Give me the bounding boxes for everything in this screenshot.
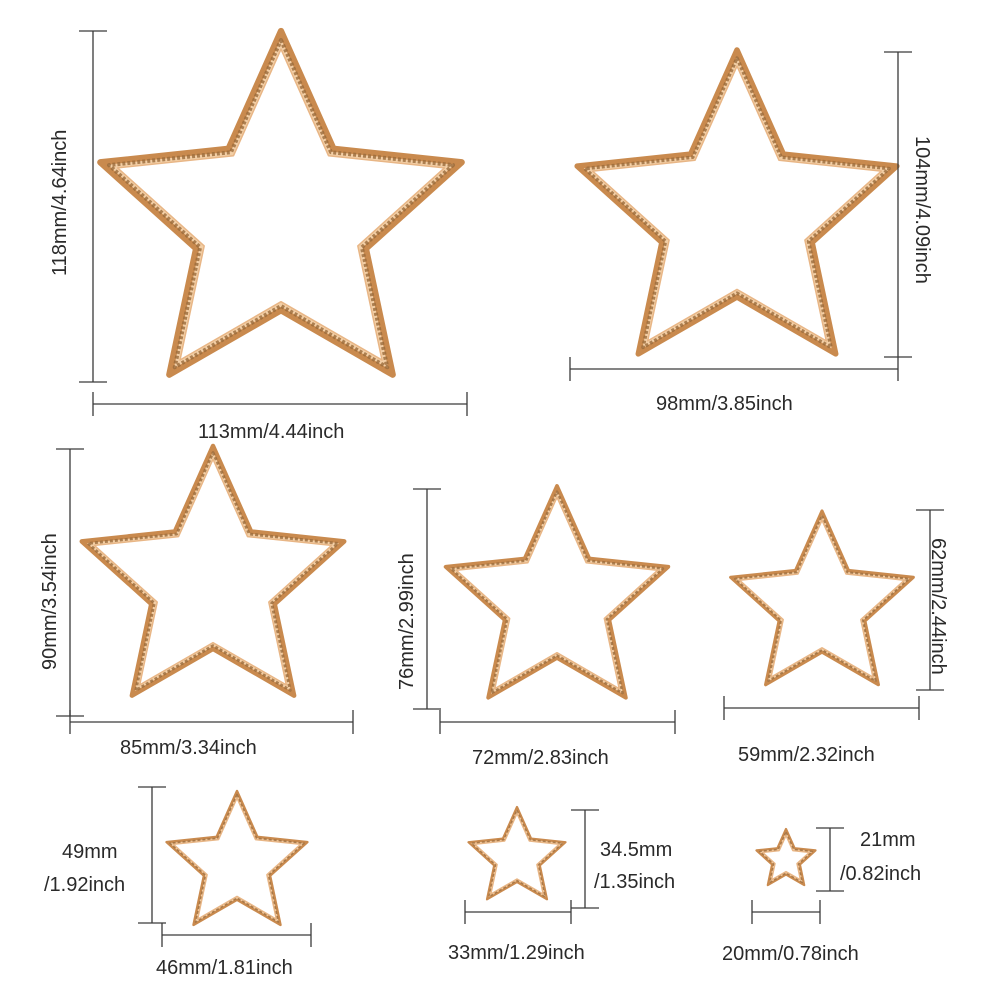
star-2-height-label: 104mm/4.09inch bbox=[911, 136, 933, 284]
star-die-5-perforation bbox=[734, 514, 910, 682]
star-die-3-inner-edge bbox=[93, 458, 333, 686]
star-die-2-perforation bbox=[583, 56, 891, 350]
star-6-height-label-line2: /1.92inch bbox=[44, 874, 126, 896]
star-4-height-label: 76mm/2.99inch bbox=[396, 553, 418, 690]
star-die-2-inner-edge bbox=[591, 65, 883, 342]
star-8-height-label-line2: /0.82inch bbox=[840, 863, 922, 885]
star-1-height-label: 118mm/4.64inch bbox=[49, 129, 71, 276]
star-die-4-perforation bbox=[449, 490, 665, 695]
star-7-height-label-line1: 34.5mm bbox=[600, 839, 673, 861]
star-8-height-label-line1: 21mm bbox=[860, 829, 916, 851]
star-7-height-label-line2: /1.35inch bbox=[594, 871, 676, 893]
star-7-width-label: 33mm/1.29inch bbox=[448, 942, 585, 964]
star-die-4-inner-edge bbox=[455, 496, 659, 690]
star-die-1-perforation bbox=[107, 38, 455, 370]
star-3-width-label: 85mm/3.34inch bbox=[120, 737, 257, 759]
star-die-7-perforation bbox=[470, 809, 564, 898]
star-3-height-label: 90mm/3.54inch bbox=[39, 533, 61, 670]
star-die-1-inner-edge bbox=[116, 48, 446, 361]
star-5-width-label: 59mm/2.32inch bbox=[738, 744, 875, 766]
star-2-width-label: 98mm/3.85inch bbox=[656, 393, 793, 415]
star-6-width-label: 46mm/1.81inch bbox=[156, 957, 293, 979]
star-5-height-label: 62mm/2.44inch bbox=[927, 538, 949, 675]
star-die-8-perforation bbox=[758, 831, 814, 884]
star-die-6-inner-edge bbox=[172, 797, 302, 920]
star-die-3-perforation bbox=[86, 451, 340, 692]
star-4-width-label: 72mm/2.83inch bbox=[472, 747, 609, 769]
star-die-5-inner-edge bbox=[738, 519, 906, 678]
star-die-8-inner-edge bbox=[761, 834, 811, 881]
star-6-height-label-line1: 49mm bbox=[62, 841, 118, 863]
star-8-width-label: 20mm/0.78inch bbox=[722, 943, 859, 965]
star-die-7-inner-edge bbox=[473, 812, 561, 895]
star-1-width-label: 113mm/4.44inch bbox=[198, 421, 345, 443]
